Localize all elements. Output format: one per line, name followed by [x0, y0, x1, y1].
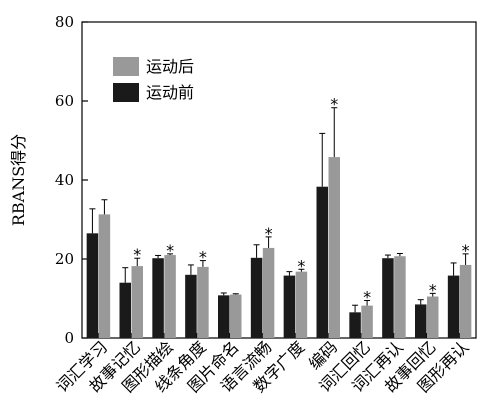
- bar: [262, 247, 275, 338]
- bar: [295, 271, 308, 338]
- legend-swatch: [113, 83, 139, 102]
- bar: [185, 274, 197, 338]
- significance-marker: *: [330, 95, 338, 114]
- bar: [119, 282, 131, 338]
- y-tick-label: 40: [55, 171, 74, 189]
- significance-marker: *: [297, 256, 305, 275]
- y-tick-label: 20: [55, 250, 74, 268]
- bars: * * * * * * * * *: [86, 95, 472, 338]
- y-tick-label: 60: [55, 92, 74, 110]
- significance-marker: *: [166, 241, 174, 260]
- bar: [230, 294, 242, 338]
- legend-swatch: [113, 57, 139, 76]
- bar: [349, 312, 361, 338]
- bar: [164, 255, 176, 338]
- axes: 0 20 40 60 80 RBANS得分: [9, 13, 477, 347]
- y-axis-label: RBANS得分: [9, 134, 28, 226]
- category-labels: 词汇学习故事记忆图形描绘线条角度图片命名语言流畅数字广度编码词汇回忆词汇再认故事…: [53, 337, 473, 396]
- bar: [197, 266, 209, 338]
- significance-marker: *: [462, 241, 470, 260]
- bar: [86, 233, 99, 338]
- bar: [382, 258, 394, 338]
- significance-marker: *: [265, 224, 273, 243]
- bar: [459, 264, 472, 338]
- y-tick-label: 0: [64, 329, 74, 347]
- significance-marker: *: [133, 245, 141, 264]
- bar: [131, 266, 143, 338]
- bar: [316, 186, 328, 338]
- bar: [250, 257, 263, 338]
- bar: [152, 258, 164, 338]
- y-tick-label: 80: [55, 13, 74, 31]
- bar: [415, 304, 427, 338]
- bar: [447, 275, 460, 338]
- bar: [361, 305, 373, 338]
- bar: [283, 275, 296, 338]
- significance-marker: *: [429, 280, 437, 299]
- bar: [427, 296, 439, 338]
- significance-marker: *: [199, 248, 207, 267]
- legend-label: 运动前: [146, 83, 194, 102]
- bar: [98, 214, 111, 338]
- significance-marker: *: [363, 287, 371, 306]
- bar: [218, 295, 230, 338]
- bar: [328, 157, 340, 338]
- bar: [394, 256, 406, 338]
- legend-label: 运动后: [146, 57, 194, 76]
